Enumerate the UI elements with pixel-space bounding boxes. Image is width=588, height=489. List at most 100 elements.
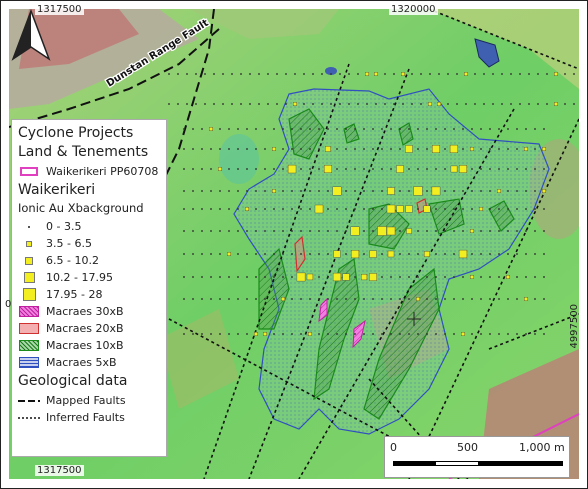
coord-bottom-left: 1317500 xyxy=(35,465,84,476)
sample-point xyxy=(393,103,395,105)
sample-point xyxy=(228,298,230,300)
sample-point xyxy=(308,332,312,336)
macraes-10xb-anomaly xyxy=(368,203,410,250)
sample-point xyxy=(489,333,491,335)
sample-point xyxy=(240,103,242,105)
sample-point xyxy=(282,276,284,278)
sample-point xyxy=(285,103,287,105)
sample-point xyxy=(435,230,437,232)
sample-point xyxy=(281,297,285,301)
sample-point xyxy=(498,276,500,278)
sample-point xyxy=(361,274,368,281)
sample-point xyxy=(291,208,293,210)
sample-point xyxy=(384,103,386,105)
sample-point xyxy=(471,298,473,300)
sample-point xyxy=(437,102,441,107)
sample-point xyxy=(474,73,476,75)
sample-point xyxy=(294,73,296,75)
sample-point xyxy=(444,230,446,232)
sample-point xyxy=(210,168,212,170)
sample-point xyxy=(449,144,459,154)
macraes-10xb-anomaly xyxy=(428,198,465,235)
sample-point xyxy=(300,208,302,210)
sample-point xyxy=(381,276,383,278)
sample-point xyxy=(336,298,338,300)
sample-point xyxy=(381,298,383,300)
sample-point xyxy=(336,148,338,150)
sample-point xyxy=(321,73,323,75)
sample-point xyxy=(507,168,509,170)
sample-point xyxy=(497,189,501,194)
sample-point xyxy=(168,103,170,105)
sample-point xyxy=(507,333,509,335)
sample-point xyxy=(507,253,509,255)
sample-point xyxy=(489,208,491,210)
sample-point xyxy=(282,333,284,335)
sample-point xyxy=(426,230,428,232)
sample-point xyxy=(306,273,314,281)
sample-point xyxy=(480,168,482,170)
sample-point xyxy=(318,276,320,278)
sample-point xyxy=(462,148,464,150)
sample-point xyxy=(330,73,332,75)
sample-point xyxy=(345,128,347,130)
legend-subtitle-ionic: Ionic Au Xbackground xyxy=(18,201,144,215)
sample-point xyxy=(255,148,257,150)
sample-point xyxy=(342,273,350,281)
sample-point xyxy=(506,275,510,279)
sample-point xyxy=(327,253,329,255)
sample-point xyxy=(401,72,405,76)
sample-point xyxy=(456,103,458,105)
sample-point xyxy=(417,148,419,150)
sample-point xyxy=(354,148,356,150)
sample-point xyxy=(210,253,212,255)
sample-point xyxy=(228,128,230,130)
sample-point xyxy=(267,73,269,75)
sample-point xyxy=(219,190,221,192)
sample-point xyxy=(453,208,455,210)
sample-point xyxy=(444,190,446,192)
sample-point xyxy=(429,73,431,75)
legend-macraes-10: Macraes 10xB xyxy=(18,337,160,354)
sample-point xyxy=(219,128,221,130)
sample-point xyxy=(462,230,464,232)
sample-point xyxy=(237,128,239,130)
sample-point xyxy=(345,253,347,255)
macraes-30xb-anomaly xyxy=(318,297,328,323)
sample-point xyxy=(480,190,482,192)
sample-point xyxy=(213,103,215,105)
sample-point xyxy=(300,230,302,232)
sample-point xyxy=(186,73,188,75)
macraes-5xb-anomaly xyxy=(233,88,550,435)
sample-point xyxy=(417,253,419,255)
sample-point xyxy=(444,333,446,335)
sample-point xyxy=(453,276,455,278)
sample-point xyxy=(372,333,374,335)
sample-point xyxy=(543,230,545,232)
sample-point xyxy=(399,276,401,278)
sample-point xyxy=(183,253,185,255)
sample-point xyxy=(390,128,392,130)
macraes-10xb-anomaly xyxy=(258,247,290,330)
sample-point xyxy=(516,168,518,170)
sample-point xyxy=(345,298,347,300)
sample-point xyxy=(542,189,546,194)
sample-point xyxy=(330,103,332,105)
scale-label-500: 500 xyxy=(457,441,478,454)
sample-point xyxy=(453,333,455,335)
sample-point xyxy=(480,276,482,278)
sample-point xyxy=(426,276,428,278)
sample-point xyxy=(222,73,224,75)
sample-point xyxy=(237,168,239,170)
sample-point xyxy=(303,73,305,75)
sample-point xyxy=(339,103,341,105)
legend-macraes-30: Macraes 30xB xyxy=(18,303,160,320)
sample-point xyxy=(516,276,518,278)
sample-point xyxy=(543,253,545,255)
map-legend: Cyclone Projects Land & Tenements Waiker… xyxy=(11,119,167,457)
coord-right: 4997500 xyxy=(569,304,580,349)
sample-point xyxy=(416,297,420,301)
sample-point xyxy=(534,333,536,335)
sample-point xyxy=(375,103,377,105)
sample-point xyxy=(183,298,185,300)
